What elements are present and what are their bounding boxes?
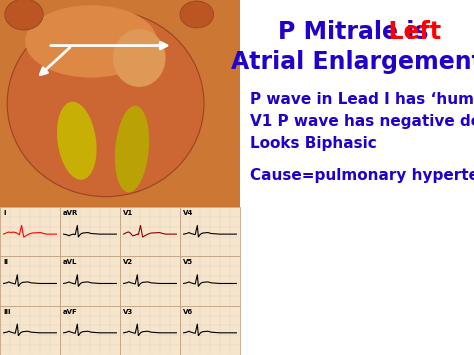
Bar [180,207,240,256]
Bar [60,207,120,256]
Text: aVR: aVR [63,210,78,216]
Text: P Mitrale is: P Mitrale is [278,20,437,44]
Text: Atrial Enlargement: Atrial Enlargement [231,50,474,74]
Text: II: II [3,260,8,265]
Text: V3: V3 [123,308,133,315]
Bar [120,306,180,355]
Ellipse shape [113,29,165,87]
Bar [0,0,240,207]
Text: I: I [3,210,6,216]
Bar [180,256,240,306]
Text: Looks Biphasic: Looks Biphasic [250,136,377,151]
Text: P wave in Lead I has ‘hump’: P wave in Lead I has ‘hump’ [250,92,474,107]
Ellipse shape [25,5,157,78]
Text: Cause=pulmonary hypertension: Cause=pulmonary hypertension [250,168,474,183]
Bar [60,306,120,355]
Bar [60,256,120,306]
Text: V6: V6 [183,308,193,315]
Text: V2: V2 [123,260,133,265]
Ellipse shape [5,0,43,30]
Bar [0,207,240,355]
Bar [0,207,60,256]
Bar [0,306,60,355]
Text: aVF: aVF [63,308,78,315]
Text: V1: V1 [123,210,133,216]
Text: III: III [3,308,10,315]
Bar [0,256,60,306]
Bar [120,207,180,256]
Text: V1 P wave has negative deflection: V1 P wave has negative deflection [250,114,474,129]
Text: V4: V4 [183,210,193,216]
Ellipse shape [57,102,97,180]
Text: aVL: aVL [63,260,77,265]
Text: Left: Left [273,20,441,44]
Ellipse shape [7,10,204,197]
Ellipse shape [180,1,214,28]
Bar [180,306,240,355]
Ellipse shape [115,106,149,192]
Bar [120,256,180,306]
Text: V5: V5 [183,260,193,265]
